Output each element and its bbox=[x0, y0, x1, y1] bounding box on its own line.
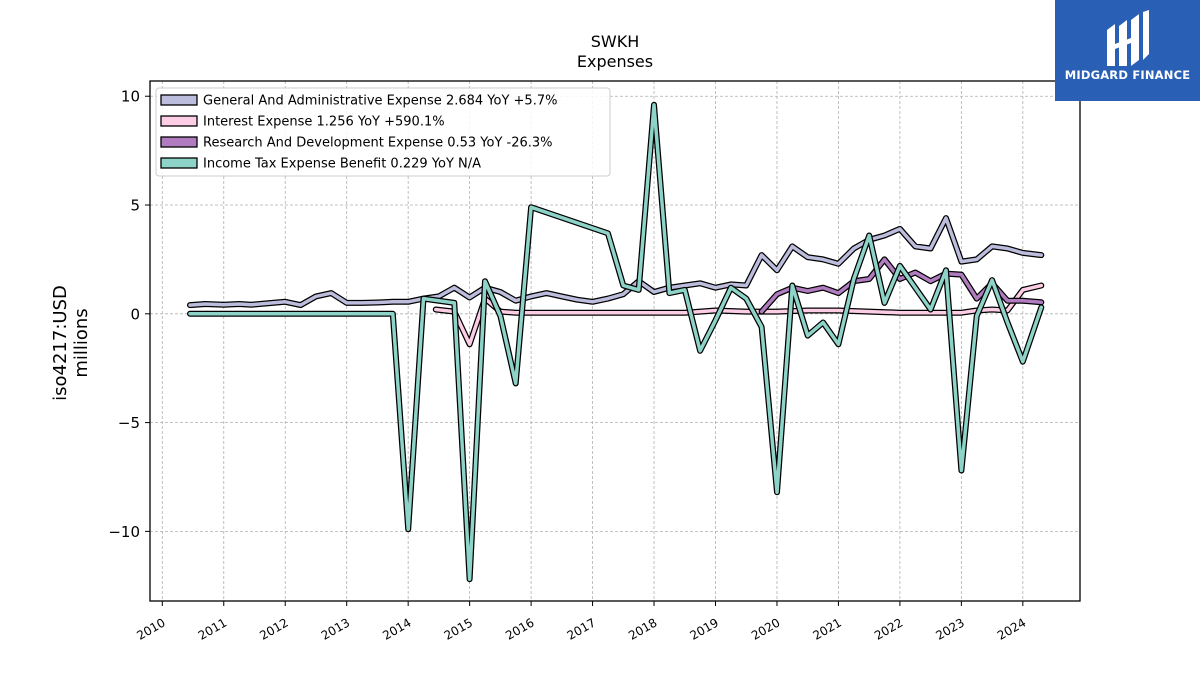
series-line-income-tax-expense-benefit bbox=[188, 103, 1044, 581]
series-layer bbox=[187, 101, 1045, 583]
y-tick-label: 10 bbox=[121, 88, 140, 106]
y-axis-label-units: millions bbox=[71, 308, 92, 377]
x-tick-label: 2024 bbox=[995, 615, 1028, 642]
legend-label: Interest Expense 1.256 YoY +590.1% bbox=[203, 115, 445, 130]
x-axis: 2010 2011 2012 2013 2014 2015 2016 2017 2018 2019… bbox=[134, 601, 1028, 643]
chart-title: SWKH bbox=[591, 32, 640, 51]
x-tick-label: 2017 bbox=[565, 615, 598, 642]
x-tick-label: 2011 bbox=[196, 615, 229, 642]
x-tick-label: 2015 bbox=[442, 615, 475, 642]
legend-swatch bbox=[160, 115, 198, 127]
x-tick-label: 2023 bbox=[933, 615, 966, 642]
x-tick-label: 2020 bbox=[749, 615, 782, 642]
x-tick-label: 2022 bbox=[872, 615, 905, 642]
legend-label: General And Administrative Expense 2.684… bbox=[203, 94, 557, 109]
y-axis: 10 5 0 −5 −10 bbox=[108, 88, 150, 541]
x-tick-label: 2012 bbox=[257, 615, 290, 642]
y-tick-label: −10 bbox=[108, 523, 140, 541]
plot-area-frame bbox=[149, 80, 1081, 602]
brand-logo: MIDGARD FINANCE bbox=[1055, 0, 1200, 101]
y-axis-label: iso4217:USD bbox=[50, 285, 71, 401]
series-line-general-and-administrative-expense bbox=[188, 216, 1044, 307]
x-tick-label: 2019 bbox=[688, 615, 721, 642]
x-tick-label: 2013 bbox=[319, 615, 352, 642]
y-tick-label: −5 bbox=[118, 414, 140, 432]
x-tick-label: 2018 bbox=[626, 615, 659, 642]
x-tick-label: 2014 bbox=[380, 615, 413, 642]
legend-swatch bbox=[160, 94, 198, 106]
x-tick-label: 2021 bbox=[810, 615, 843, 642]
y-tick-label: 0 bbox=[130, 305, 140, 323]
y-tick-label: 5 bbox=[130, 197, 140, 215]
legend-label: Research And Development Expense 0.53 Yo… bbox=[203, 136, 553, 151]
logo-text: MIDGARD FINANCE bbox=[1064, 68, 1191, 82]
logo-monogram-icon bbox=[1107, 10, 1149, 66]
chart-subtitle: Expenses bbox=[577, 52, 653, 71]
legend: General And Administrative Expense 2.684… bbox=[155, 87, 611, 177]
legend-swatch bbox=[160, 157, 198, 169]
legend-box bbox=[155, 87, 611, 177]
legend-label: Income Tax Expense Benefit 0.229 YoY N/A bbox=[203, 157, 481, 172]
legend-swatch bbox=[160, 136, 198, 148]
x-tick-label: 2016 bbox=[503, 615, 536, 642]
series-line-interest-expense bbox=[434, 283, 1044, 347]
x-tick-label: 2010 bbox=[134, 615, 167, 642]
